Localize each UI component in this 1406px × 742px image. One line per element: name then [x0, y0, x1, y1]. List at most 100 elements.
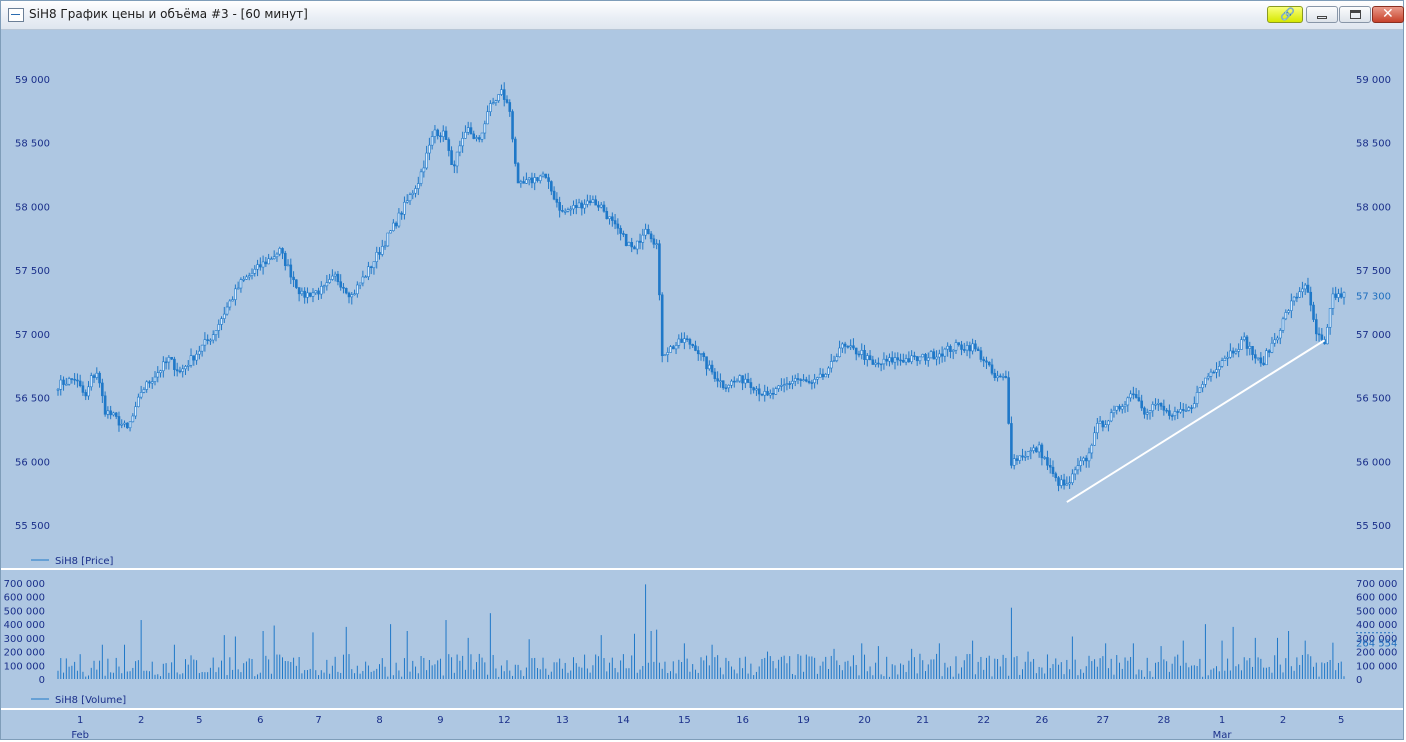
maximize-button[interactable] — [1339, 6, 1371, 23]
candle-body — [156, 372, 160, 378]
window-title: SiH8 График цены и объёма #3 - [60 минут… — [29, 7, 308, 21]
volume-axis-tick-right: 0 — [1356, 675, 1362, 686]
volume-axis-tick-left: 300 000 — [4, 634, 45, 645]
candle-body — [475, 137, 478, 139]
candle-body — [109, 410, 112, 416]
candle-body — [441, 130, 445, 137]
x-axis-tick: 2 — [138, 715, 144, 726]
candle-body — [755, 388, 758, 391]
candle-body — [580, 202, 584, 209]
candle-body — [1140, 400, 1143, 409]
candle-body — [857, 353, 861, 356]
candle-body — [1242, 336, 1246, 340]
candle-body — [732, 380, 736, 383]
candle-body — [1220, 360, 1224, 367]
candle-body — [314, 290, 318, 294]
candle-body — [1134, 394, 1138, 398]
candle-body — [1165, 409, 1168, 412]
candle-body — [793, 378, 797, 382]
candle-body — [674, 345, 678, 350]
candle-body — [1223, 358, 1227, 361]
candle-body — [1173, 411, 1177, 416]
candle-body — [1179, 409, 1182, 413]
x-axis-tick: 9 — [437, 715, 443, 726]
candle-body — [677, 338, 681, 346]
candle-body — [289, 264, 293, 278]
candle-body — [198, 350, 201, 355]
candle-body — [137, 396, 140, 407]
candle-body — [272, 256, 276, 260]
candle-body — [178, 370, 182, 373]
candle-body — [829, 361, 833, 369]
candle-body — [1301, 288, 1304, 293]
price-axis-tick-left: 57 000 — [15, 330, 50, 341]
candle-body — [525, 179, 528, 184]
candle-body — [1073, 469, 1077, 475]
candle-body — [996, 375, 999, 378]
candle-body — [810, 382, 814, 384]
candle-body — [890, 357, 894, 363]
candle-body — [1209, 371, 1213, 377]
candle-body — [333, 273, 337, 277]
close-button[interactable]: ✕ — [1372, 6, 1404, 23]
candle-body — [297, 287, 301, 295]
candle-body — [1120, 406, 1124, 410]
candle-body — [250, 272, 254, 276]
candle-body — [1195, 392, 1199, 404]
candle-body — [1060, 479, 1063, 486]
minimize-button[interactable] — [1306, 6, 1338, 23]
candle-body — [746, 378, 750, 383]
candle-body — [533, 177, 537, 184]
x-axis-tick: 20 — [858, 715, 871, 726]
candle-body — [67, 378, 71, 385]
candle-body — [785, 383, 789, 385]
candle-body — [896, 357, 900, 361]
candle-body — [325, 282, 329, 287]
candle-body — [425, 152, 428, 169]
candle-body — [777, 385, 780, 389]
candle-body — [1132, 393, 1135, 396]
candle-body — [189, 355, 193, 366]
candle-body — [1062, 479, 1066, 486]
candle-body — [209, 339, 212, 342]
candle-body — [1278, 330, 1282, 339]
candle-body — [965, 345, 969, 351]
title-bar[interactable]: SiH8 График цены и объёма #3 - [60 минут… — [1, 1, 1404, 30]
candle-body — [245, 276, 248, 280]
candle-body — [738, 375, 742, 382]
candle-body — [647, 228, 650, 235]
candle-body — [893, 357, 897, 363]
candle-body — [1010, 423, 1013, 466]
volume-axis-tick-right: 700 000 — [1356, 579, 1397, 590]
candle-body — [671, 346, 675, 350]
candle-body — [749, 382, 753, 388]
candle-body — [500, 89, 503, 95]
price-axis-tick-right: 56 000 — [1356, 457, 1391, 468]
volume-axis-tick-right: 400 000 — [1356, 620, 1397, 631]
candle-body — [214, 330, 218, 335]
candle-body — [222, 313, 226, 319]
candle-body — [1284, 312, 1288, 320]
trendline[interactable] — [1066, 339, 1326, 503]
candle-body — [455, 151, 459, 167]
candle-body — [555, 198, 559, 203]
candle-body — [1251, 346, 1254, 355]
link-button[interactable]: 🔗 — [1267, 6, 1303, 23]
candle-body — [403, 201, 406, 215]
x-axis-tick: 15 — [678, 715, 691, 726]
candle-body — [860, 350, 864, 355]
candle-body — [331, 275, 334, 280]
candle-body — [494, 100, 498, 103]
candle-body — [1193, 403, 1196, 409]
candle-body — [530, 177, 534, 184]
candle-body — [1240, 339, 1243, 350]
candle-body — [924, 354, 927, 361]
candle-body — [655, 243, 658, 246]
chart-window-icon[interactable] — [8, 8, 24, 22]
candle-body — [915, 356, 919, 362]
candle-body — [1012, 458, 1016, 466]
candle-body — [730, 380, 733, 386]
candle-body — [1198, 387, 1202, 393]
x-axis-tick: 7 — [315, 715, 321, 726]
